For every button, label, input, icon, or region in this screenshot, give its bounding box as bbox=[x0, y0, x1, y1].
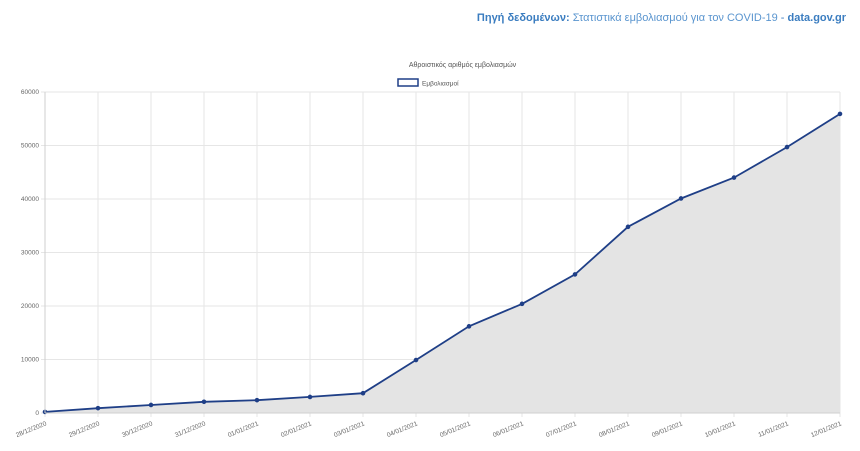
data-source-name[interactable]: Στατιστικά εμβολιασμού για τον COVID-19 bbox=[572, 12, 778, 24]
x-tick-label: 30/12/2020 bbox=[121, 420, 154, 439]
data-point[interactable] bbox=[466, 324, 472, 329]
y-tick-label: 40000 bbox=[21, 196, 39, 203]
data-point[interactable] bbox=[148, 402, 154, 408]
x-tick-label: 04/01/2021 bbox=[386, 420, 419, 439]
x-tick-label: 11/01/2021 bbox=[757, 420, 790, 439]
x-tick-label: 01/01/2021 bbox=[227, 420, 260, 439]
data-point[interactable] bbox=[678, 196, 684, 201]
data-point[interactable] bbox=[731, 175, 737, 180]
legend-swatch[interactable] bbox=[397, 78, 419, 87]
x-tick-label: 02/01/2021 bbox=[280, 420, 313, 439]
x-tick-label: 09/01/2021 bbox=[651, 420, 684, 439]
x-tick-label: 06/01/2021 bbox=[492, 420, 525, 439]
x-tick-label: 03/01/2021 bbox=[333, 420, 366, 439]
data-point[interactable] bbox=[519, 301, 525, 307]
x-tick-label: 31/12/2020 bbox=[174, 420, 207, 439]
data-point[interactable] bbox=[625, 224, 631, 230]
data-point[interactable] bbox=[95, 405, 101, 411]
y-tick-label: 0 bbox=[35, 410, 39, 417]
y-tick-label: 10000 bbox=[21, 357, 39, 364]
x-tick-label: 10/01/2021 bbox=[704, 420, 737, 439]
data-point[interactable] bbox=[572, 272, 578, 277]
data-point[interactable] bbox=[201, 399, 207, 405]
x-tick-label: 29/12/2020 bbox=[68, 420, 101, 439]
data-point[interactable] bbox=[360, 390, 366, 396]
chart-title: Αθροιστικός αριθμός εμβολιασμών bbox=[409, 61, 517, 69]
data-source-note: Πηγή δεδομένων: Στατιστικά εμβολιασμού γ… bbox=[477, 12, 846, 24]
y-tick-label: 30000 bbox=[21, 250, 39, 257]
x-tick-label: 28/12/2020 bbox=[15, 420, 48, 439]
y-tick-label: 50000 bbox=[21, 143, 39, 150]
data-point[interactable] bbox=[307, 394, 313, 400]
data-source-separator: - bbox=[777, 12, 788, 24]
y-tick-label: 60000 bbox=[21, 89, 39, 96]
data-source-site[interactable]: data.gov.gr bbox=[787, 12, 846, 24]
data-point[interactable] bbox=[254, 397, 260, 403]
x-tick-label: 12/01/2021 bbox=[810, 420, 843, 439]
points-layer bbox=[42, 111, 843, 415]
x-tick-label: 08/01/2021 bbox=[598, 420, 631, 439]
x-tick-label: 05/01/2021 bbox=[439, 420, 472, 439]
area-fill bbox=[45, 113, 840, 414]
data-point[interactable] bbox=[837, 111, 843, 117]
data-point[interactable] bbox=[413, 357, 419, 363]
data-point[interactable] bbox=[784, 144, 790, 150]
legend[interactable]: Εμβολιασμοί bbox=[397, 78, 459, 88]
x-tick-label: 07/01/2021 bbox=[545, 420, 578, 439]
series-line bbox=[44, 113, 841, 413]
y-tick-label: 20000 bbox=[21, 303, 39, 310]
data-source-label: Πηγή δεδομένων: bbox=[476, 12, 570, 24]
legend-label[interactable]: Εμβολιασμοί bbox=[422, 80, 459, 88]
